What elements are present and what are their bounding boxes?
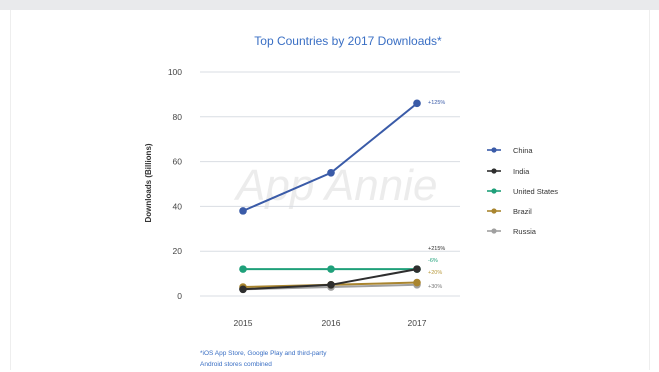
annotation-united-states: -6% bbox=[428, 258, 438, 264]
series-group bbox=[239, 99, 421, 294]
legend: China India United States Brazil Russia bbox=[487, 146, 558, 236]
x-ticks: 2015 2016 2017 bbox=[234, 318, 427, 328]
y-tick-label-60: 60 bbox=[173, 157, 183, 167]
y-axis-label: Downloads (Billions) bbox=[144, 143, 153, 222]
legend-marker-india bbox=[491, 168, 497, 174]
y-tick-label-20: 20 bbox=[173, 246, 183, 256]
annotation-china: +125% bbox=[428, 100, 445, 106]
x-tick-label-2017: 2017 bbox=[408, 318, 427, 328]
grid bbox=[200, 71, 460, 297]
annotation-russia: +30% bbox=[428, 284, 442, 290]
data-point-india-2017 bbox=[413, 265, 421, 273]
x-tick-label-2015: 2015 bbox=[234, 318, 253, 328]
annotations: +125% +215% -6% +20% +30% bbox=[428, 100, 445, 290]
legend-marker-russia bbox=[491, 228, 497, 234]
data-point-india-2015 bbox=[239, 285, 247, 294]
y-ticks: 0 20 40 60 80 100 bbox=[168, 67, 182, 301]
y-tick-label-40: 40 bbox=[173, 201, 183, 211]
y-tick-label-80: 80 bbox=[173, 112, 183, 122]
x-tick-label-2016: 2016 bbox=[322, 318, 341, 328]
legend-marker-united-states bbox=[491, 188, 497, 194]
footnote-line-2: Android stores combined bbox=[200, 361, 272, 368]
data-point-united-states-2016 bbox=[327, 265, 335, 273]
top-strip bbox=[0, 0, 659, 10]
data-point-brazil-2017 bbox=[413, 278, 421, 287]
annotation-india: +215% bbox=[428, 246, 445, 252]
legend-label-china: China bbox=[513, 146, 533, 155]
data-point-china-2017 bbox=[413, 99, 421, 108]
footnote-line-1: *iOS App Store, Google Play and third-pa… bbox=[200, 350, 327, 357]
annotation-brazil: +20% bbox=[428, 270, 442, 276]
legend-label-india: India bbox=[513, 167, 530, 176]
data-point-india-2016 bbox=[327, 281, 335, 289]
y-tick-label-100: 100 bbox=[168, 67, 182, 77]
chart-frame bbox=[10, 10, 650, 370]
legend-marker-brazil bbox=[491, 208, 497, 214]
data-point-china-2015 bbox=[239, 207, 247, 215]
chart-title: Top Countries by 2017 Downloads* bbox=[254, 34, 442, 48]
legend-label-russia: Russia bbox=[513, 227, 537, 236]
data-point-china-2016 bbox=[327, 169, 335, 177]
legend-label-united-states: United States bbox=[513, 187, 558, 196]
data-point-united-states-2015 bbox=[239, 265, 247, 273]
legend-label-brazil: Brazil bbox=[513, 207, 532, 216]
legend-marker-china bbox=[491, 147, 497, 153]
y-tick-label-0: 0 bbox=[177, 291, 182, 301]
